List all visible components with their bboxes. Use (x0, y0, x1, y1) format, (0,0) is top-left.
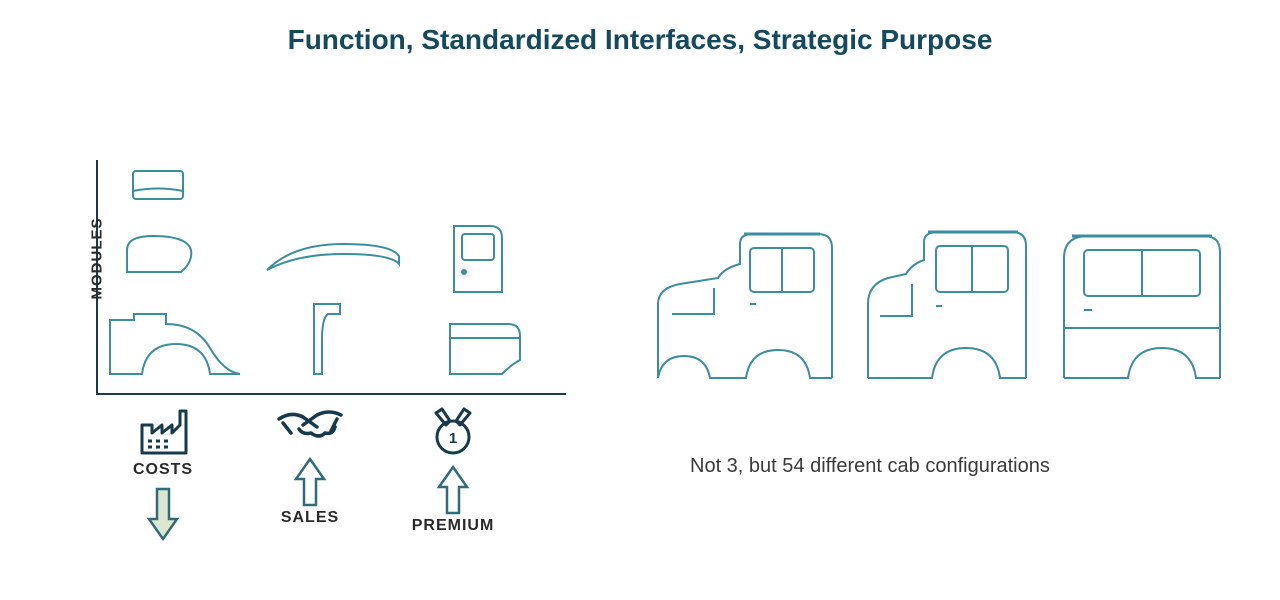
up-arrow-icon (292, 455, 328, 509)
category-sales: SALES (255, 405, 365, 527)
modules-chart: MODULES (78, 160, 548, 395)
roof-panel-icon (130, 168, 186, 202)
down-arrow-icon (145, 485, 181, 543)
truck-cabs (650, 228, 1240, 398)
category-premium: 1 PREMIUM (398, 405, 508, 535)
sales-label: SALES (255, 509, 365, 527)
factory-icon (136, 405, 190, 457)
page-title: Function, Standardized Interfaces, Strat… (0, 24, 1280, 56)
y-axis-label: MODULES (89, 218, 106, 300)
handshake-icon (273, 405, 347, 449)
roof-spoiler-icon (263, 240, 403, 276)
grille-panel-icon (123, 232, 195, 277)
caption-text: Not 3, but 54 different cab configuratio… (690, 455, 1050, 478)
truck-cab-icon (658, 234, 832, 378)
x-axis (96, 393, 566, 395)
pillar-icon (310, 300, 344, 378)
premium-label: PREMIUM (398, 517, 508, 535)
up-arrow-icon (435, 463, 471, 517)
medal-icon: 1 (430, 405, 476, 457)
svg-text:1: 1 (449, 430, 457, 447)
costs-label: COSTS (108, 461, 218, 479)
side-panel-icon (446, 320, 524, 378)
fender-icon (106, 310, 244, 382)
truck-cab-icon (1064, 236, 1220, 378)
category-costs: COSTS (108, 405, 218, 543)
truck-cab-icon (868, 232, 1026, 378)
door-icon (450, 222, 506, 296)
